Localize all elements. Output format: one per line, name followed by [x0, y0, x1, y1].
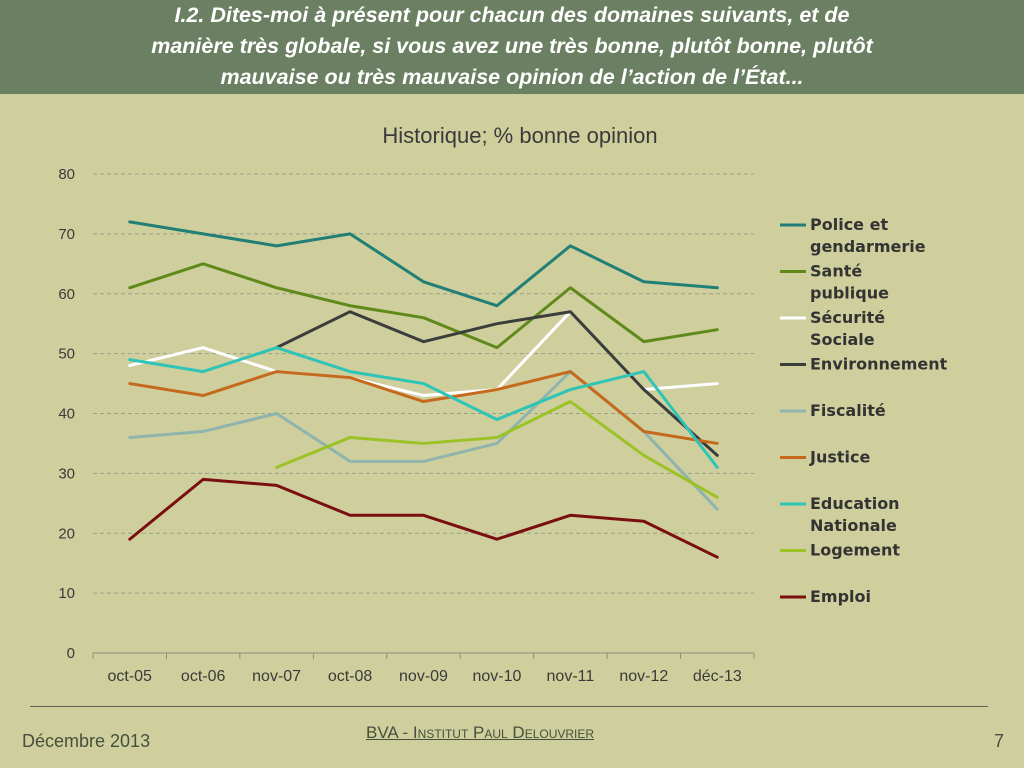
axes: 0 10 20 30 40 50 60 70 80 oct-05 oct-06 nov-07 oct-0…	[58, 166, 755, 685]
y-tick-label: 0	[67, 645, 75, 662]
series-line-sante-publique	[128, 262, 719, 350]
x-tick-label: nov-12	[619, 668, 668, 685]
legend-label-police-et-gendarmerie: Police et gendarmerie	[810, 215, 926, 256]
legend-label-education-nationale: Education Nationale	[810, 494, 900, 535]
footer-brand: BVA - Institut Paul Delouvrier	[366, 723, 595, 742]
line-chart: Historique; % bonne opinion 0 10 20 30 40 50 6…	[58, 123, 948, 685]
footer-date: Décembre 2013	[22, 731, 151, 751]
title-banner: I.2. Dites-moi à présent pour chacun des…	[0, 0, 1024, 94]
series-line-education-nationale	[128, 346, 719, 469]
x-tick-label: nov-09	[399, 668, 448, 685]
x-tick-label: oct-08	[328, 668, 373, 685]
legend-label-justice: Justice	[809, 448, 870, 467]
series-line-environnement	[275, 310, 719, 457]
legend-label-securite-sociale: Sécurité Sociale	[810, 308, 885, 349]
y-tick-label: 70	[58, 226, 75, 243]
series-line-emploi	[128, 477, 719, 559]
x-tick-label: déc-13	[693, 668, 742, 685]
x-tick-label: nov-11	[547, 668, 595, 685]
y-tick-label: 80	[58, 166, 75, 183]
legend-label-logement: Logement	[810, 541, 900, 560]
series-line-police-et-gendarmerie	[128, 220, 719, 308]
legend-label-environnement: Environnement	[810, 355, 948, 374]
page-number: 7	[993, 731, 1004, 751]
x-tick-label: nov-07	[252, 668, 301, 685]
legend-label-fiscalite: Fiscalité	[810, 401, 886, 420]
x-tick-label: oct-05	[107, 668, 152, 685]
gridlines	[93, 173, 754, 594]
y-tick-label: 40	[58, 406, 75, 423]
x-tick-label: oct-06	[181, 668, 226, 685]
y-tick-label: 60	[58, 286, 75, 303]
chart-title: Historique; % bonne opinion	[382, 123, 657, 148]
x-tick-label: nov-10	[472, 668, 521, 685]
y-tick-label: 10	[58, 585, 75, 602]
y-tick-label: 30	[58, 465, 75, 482]
y-tick-label: 50	[58, 346, 75, 363]
legend: Police et gendarmerie Santé publique Sécurit…	[780, 215, 948, 606]
slide-title: I.2. Dites-moi à présent pour chacun des…	[151, 3, 873, 89]
footer-divider	[30, 706, 988, 707]
legend-label-emploi: Emploi	[810, 587, 871, 606]
y-tick-label: 20	[58, 525, 75, 542]
series-lines	[128, 220, 719, 559]
series-line-logement	[275, 400, 719, 499]
series-line-justice	[128, 370, 719, 445]
legend-label-sante-publique: Santé publique	[810, 262, 889, 303]
